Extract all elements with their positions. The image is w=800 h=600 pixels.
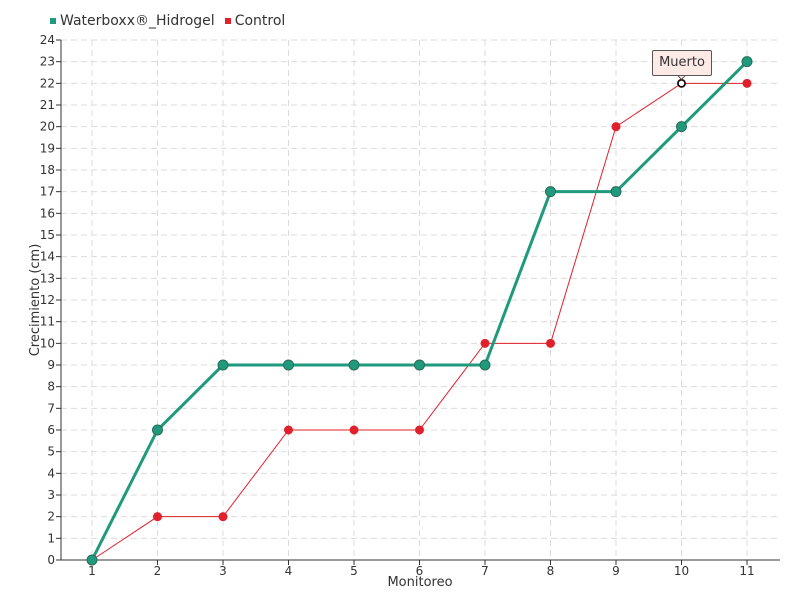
y-tick-label: 2 (47, 510, 55, 524)
y-tick-label: 24 (40, 33, 55, 47)
data-point-waterboxx (217, 359, 229, 371)
x-tick-label: 1 (88, 564, 96, 578)
x-tick-label: 4 (285, 564, 293, 578)
annotation-callout: Muerto (652, 50, 712, 76)
data-point-waterboxx (545, 186, 556, 198)
x-tick-label: 7 (481, 564, 489, 578)
legend-swatch-control (224, 18, 231, 24)
data-point-waterboxx (610, 186, 622, 198)
y-tick-label: 13 (40, 271, 55, 285)
y-tick-label: 12 (40, 293, 55, 307)
legend-item-waterboxx[interactable]: Waterboxx®_Hidrogel (50, 13, 215, 29)
y-tick-label: 5 (47, 445, 55, 459)
y-tick-label: 7 (47, 401, 55, 415)
y-tick-label: 9 (47, 358, 55, 372)
x-tick-label: 5 (350, 564, 358, 578)
data-point-control (480, 338, 490, 348)
y-tick-label: 16 (40, 206, 55, 220)
legend-label-control: Control (234, 13, 286, 29)
x-tick-label: 10 (674, 564, 689, 578)
y-tick-label: 10 (40, 336, 55, 350)
series-layer (86, 56, 753, 566)
y-tick-label: 4 (47, 466, 55, 480)
data-point-control (742, 78, 752, 88)
data-point-control (415, 425, 424, 435)
x-tick-label: 6 (416, 564, 424, 578)
data-point-waterboxx (676, 121, 687, 133)
grid-lines (61, 39, 780, 560)
x-tick-label: 8 (547, 564, 555, 578)
x-tick-label: 9 (612, 564, 620, 578)
data-point-waterboxx (283, 359, 294, 371)
annotation-text: Muerto (659, 55, 705, 70)
data-point-waterboxx (152, 424, 163, 436)
data-point-control (218, 512, 228, 522)
y-tick-label: 21 (40, 98, 55, 112)
legend-label-waterboxx: Waterboxx®_Hidrogel (60, 13, 215, 29)
data-point-control (153, 512, 162, 522)
data-point-control (546, 338, 555, 348)
y-tick-label: 14 (40, 250, 55, 264)
y-tick-label: 3 (47, 488, 55, 502)
annotation-marker (677, 79, 686, 88)
y-tick-label: 20 (40, 120, 55, 134)
y-tick-label: 0 (47, 553, 55, 567)
data-point-waterboxx (348, 359, 360, 371)
legend-swatch-waterboxx (50, 18, 56, 24)
y-tick-label: 19 (40, 141, 55, 155)
y-tick-label: 11 (40, 315, 55, 329)
y-tick-label: 18 (40, 163, 55, 177)
data-point-control (284, 425, 293, 435)
x-tick-label: 2 (154, 564, 162, 578)
x-axis-title: Monitoreo (387, 575, 452, 590)
data-point-waterboxx (741, 56, 753, 68)
y-tick-label: 17 (40, 185, 55, 199)
y-tick-label: 22 (40, 76, 55, 90)
y-axis-title: Crecimiento (cm) (28, 244, 43, 357)
y-tick-label: 1 (47, 531, 55, 545)
data-point-waterboxx (479, 359, 491, 371)
axes: 0123456789101112131415161718192021222324… (40, 33, 780, 578)
chart-legend: Waterboxx®_Hidrogel Control (50, 13, 285, 29)
legend-item-control[interactable]: Control (224, 13, 286, 29)
y-tick-label: 23 (40, 55, 55, 69)
data-point-control (349, 425, 359, 435)
y-tick-label: 15 (40, 228, 55, 242)
data-point-waterboxx (86, 554, 98, 566)
x-tick-label: 11 (739, 564, 754, 578)
y-tick-label: 8 (47, 380, 55, 394)
y-tick-label: 6 (47, 423, 55, 437)
x-tick-label: 3 (219, 564, 227, 578)
data-point-waterboxx (414, 359, 425, 371)
data-point-control (611, 122, 621, 132)
